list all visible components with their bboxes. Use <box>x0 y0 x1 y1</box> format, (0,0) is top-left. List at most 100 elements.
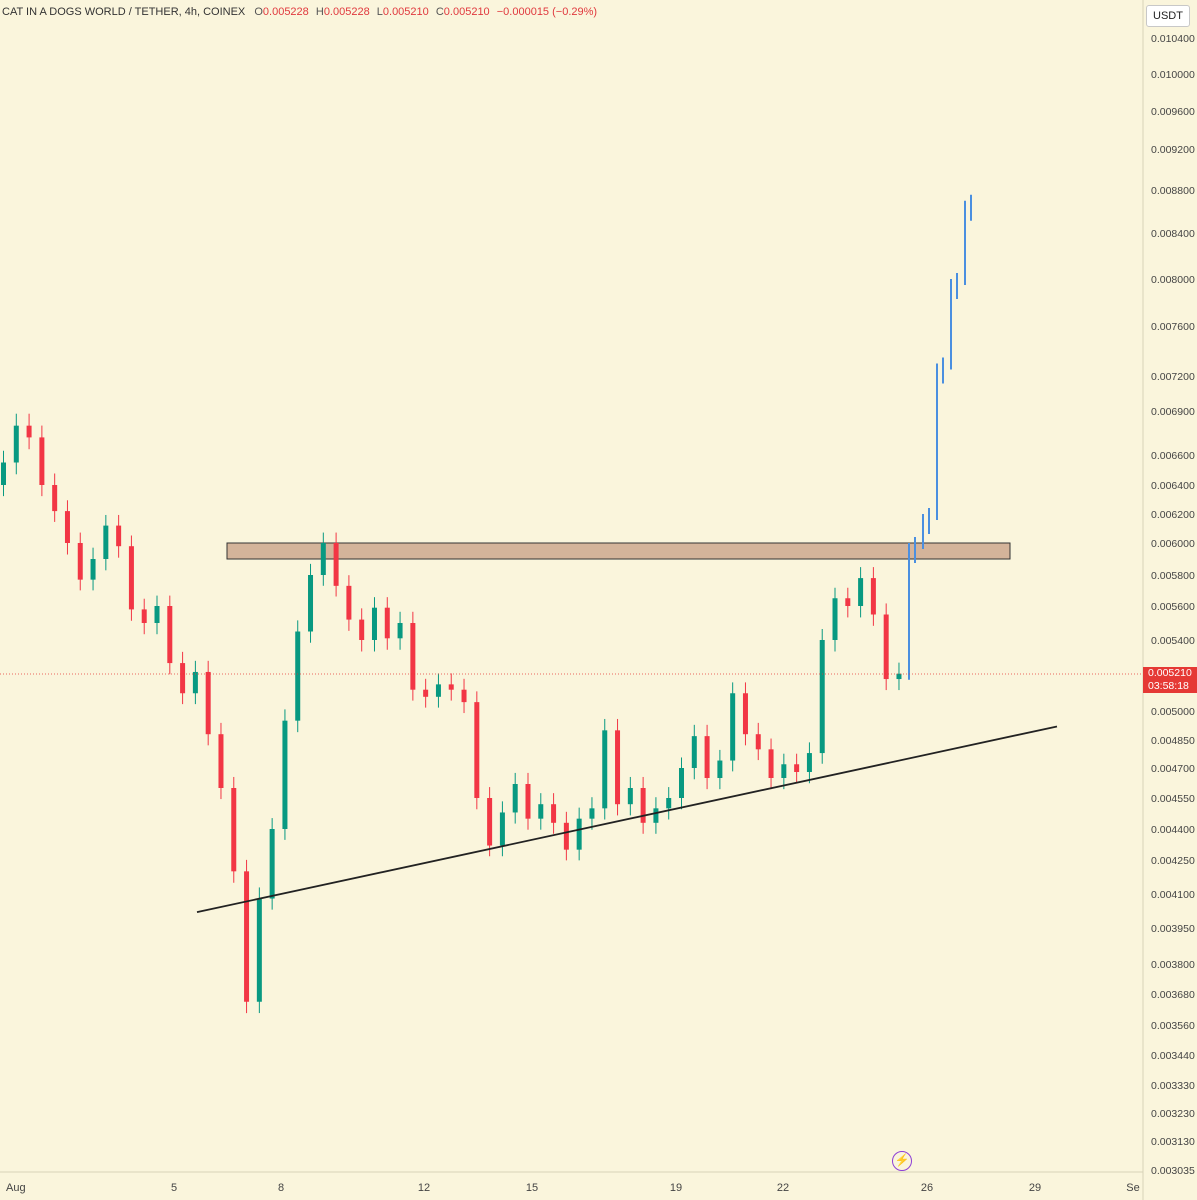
candle-body <box>627 788 633 805</box>
candle-body <box>346 585 352 620</box>
candle-body <box>39 437 45 485</box>
candle-body <box>679 768 685 798</box>
candle-body <box>525 784 531 819</box>
currency-button[interactable]: USDT <box>1146 5 1190 27</box>
candle-body <box>205 671 211 735</box>
candle-body <box>704 736 710 778</box>
price-axis-label: 0.007600 <box>1151 321 1195 333</box>
time-axis: Aug 5 8 12 15 19 22 26 29 Se <box>6 1182 1140 1194</box>
price-axis-label: 0.007200 <box>1151 371 1195 383</box>
candle-body <box>52 485 58 512</box>
candle-body <box>717 760 723 778</box>
candle-body <box>589 808 595 819</box>
price-axis-label: 0.008000 <box>1151 274 1195 286</box>
candle-body <box>666 798 672 809</box>
candle-body <box>563 822 569 850</box>
price-axis-label: 0.006600 <box>1151 450 1195 462</box>
candle-body <box>832 598 838 640</box>
candle-body <box>602 730 608 809</box>
price-axis-label: 0.004700 <box>1151 763 1195 775</box>
candle-body <box>730 693 736 761</box>
bar-countdown: 03:58:18 <box>1148 680 1189 692</box>
close-value: 0.005210 <box>443 6 490 18</box>
high-label: H <box>315 6 324 18</box>
price-axis-label: 0.005400 <box>1151 635 1195 647</box>
candle-body <box>320 543 326 575</box>
price-axis-label: 0.003440 <box>1151 1050 1195 1062</box>
candle-body <box>435 684 441 697</box>
candle-body <box>167 606 173 664</box>
time-axis-label: 5 <box>171 1182 177 1194</box>
current-price-tag: 0.005210 03:58:18 <box>1143 667 1197 693</box>
candle-body <box>461 689 467 703</box>
price-axis-label: 0.003680 <box>1151 989 1195 1001</box>
support-trendline <box>196 725 1058 914</box>
candle-body <box>576 818 582 850</box>
candle-body <box>116 525 122 547</box>
high-value: 0.005228 <box>323 6 370 18</box>
candle-body <box>397 623 403 639</box>
price-axis-label: 0.004550 <box>1151 793 1195 805</box>
time-axis-label: 15 <box>526 1182 538 1194</box>
projection-layer <box>908 194 972 680</box>
current-price-value: 0.005210 <box>1148 667 1192 679</box>
candle-body <box>13 425 19 463</box>
candle-body <box>90 559 96 580</box>
price-axis-label: 0.003230 <box>1151 1108 1195 1120</box>
lightning-bolt-icon[interactable]: ⚡ <box>892 1151 912 1171</box>
candle-body <box>640 788 646 823</box>
candle-body <box>359 619 365 640</box>
price-axis-label: 0.003800 <box>1151 959 1195 971</box>
resistance-zone-layer <box>226 542 1011 560</box>
close-label: C <box>435 6 444 18</box>
candle-body <box>538 804 544 819</box>
low-label: L <box>376 6 383 18</box>
candle-body <box>819 640 825 754</box>
candle-body <box>448 684 454 690</box>
candle-body <box>487 798 493 846</box>
symbol-title: CAT IN A DOGS WORLD / TETHER, 4h, COINEX <box>2 6 246 18</box>
candle-body <box>256 898 262 1002</box>
time-axis-label: Aug <box>6 1182 26 1194</box>
candle-body <box>512 784 518 813</box>
price-axis-label: 0.006900 <box>1151 406 1195 418</box>
candle-body <box>333 543 339 586</box>
candle-body <box>883 614 889 680</box>
candle-body <box>858 578 864 606</box>
candle-body <box>384 607 390 639</box>
candle-body <box>742 693 748 735</box>
candles-layer <box>1 413 902 1014</box>
candle-body <box>180 663 186 694</box>
price-axis-background <box>1143 0 1197 1200</box>
candle-body <box>282 720 288 829</box>
price-axis-label: 0.004100 <box>1151 889 1195 901</box>
price-axis-label: 0.003035 <box>1151 1165 1195 1177</box>
time-axis-label: 26 <box>921 1182 933 1194</box>
candle-body <box>64 511 70 543</box>
time-axis-label: 19 <box>670 1182 682 1194</box>
candle-body <box>192 671 198 694</box>
price-axis-label: 0.006200 <box>1151 509 1195 521</box>
candle-body <box>154 606 160 623</box>
candle-body <box>870 578 876 615</box>
candle-body <box>768 749 774 778</box>
time-axis-label: 29 <box>1029 1182 1041 1194</box>
candle-body <box>423 689 429 697</box>
candle-body <box>371 607 377 640</box>
price-axis-label: 0.003330 <box>1151 1080 1195 1092</box>
candle-body <box>103 525 109 559</box>
price-axis-label: 0.003560 <box>1151 1020 1195 1032</box>
time-axis-label: 22 <box>777 1182 789 1194</box>
candle-body <box>653 808 659 823</box>
price-axis-label: 0.010000 <box>1151 69 1195 81</box>
open-value: 0.005228 <box>262 6 309 18</box>
candle-body <box>499 812 505 846</box>
candle-body <box>269 829 275 899</box>
price-axis-label: 0.004250 <box>1151 855 1195 867</box>
candle-body <box>244 871 250 1002</box>
price-axis-label: 0.008800 <box>1151 185 1195 197</box>
price-axis-label: 0.004850 <box>1151 735 1195 747</box>
candle-body <box>410 623 416 690</box>
candle-body <box>295 631 301 721</box>
